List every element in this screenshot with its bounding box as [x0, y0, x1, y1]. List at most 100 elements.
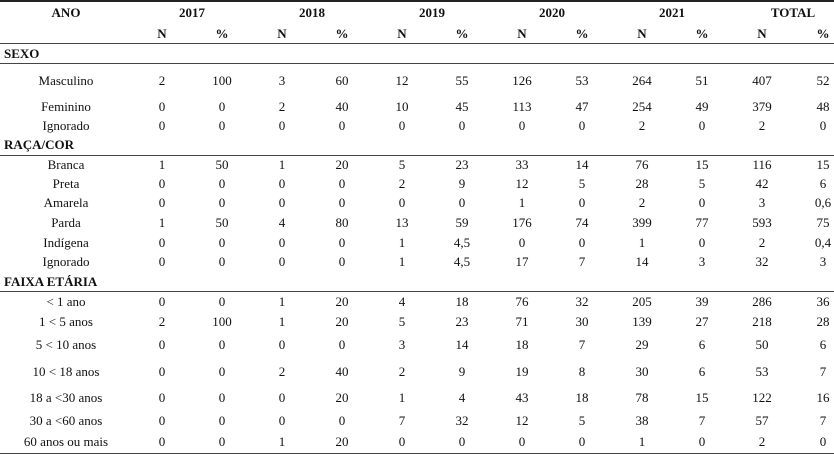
- cell-pct: 7: [578, 254, 586, 269]
- cell-pct: 4,5: [453, 254, 471, 269]
- cell-n: 4: [398, 293, 406, 309]
- header-row-years: ANO 2017 2018 2019 2020 2021 TOTAL: [0, 0, 834, 24]
- cell-pct: 3: [819, 254, 827, 269]
- header-n: N: [132, 24, 192, 44]
- cell-pct: 100: [212, 72, 232, 88]
- cell-pct: 0: [792, 431, 834, 454]
- cell-n: 18: [515, 337, 529, 352]
- header-year: TOTAL: [732, 0, 834, 24]
- cell-pct: 0: [218, 293, 226, 309]
- cell-n: 0: [398, 118, 406, 133]
- cell-pct: 80: [335, 215, 349, 230]
- cell-n: 3: [758, 195, 766, 210]
- cell-pct: 7: [698, 413, 706, 428]
- table-body: ANO 2017 2018 2019 2020 2021 TOTAL N% N% N% N% N% N%…: [0, 0, 834, 454]
- header-n: N: [372, 24, 432, 44]
- cell-n: 0: [158, 234, 166, 250]
- cell-n: 32: [755, 254, 769, 269]
- cell-n: 76: [515, 293, 529, 309]
- cell-n: 1: [612, 431, 672, 454]
- cell-pct: 0: [338, 234, 346, 250]
- cell-pct: 5: [578, 175, 586, 191]
- cell-pct: 3: [698, 254, 706, 269]
- header-pct: %: [312, 24, 372, 44]
- cell-n: 2: [278, 99, 286, 114]
- cell-n: 0: [518, 234, 526, 250]
- cell-pct: 0: [578, 118, 586, 133]
- cell-n: 0: [278, 254, 286, 269]
- cell-pct: 0: [218, 254, 226, 269]
- cell-pct: 0: [578, 195, 586, 210]
- header-blank: [0, 24, 132, 44]
- cell-n: 116: [752, 156, 772, 172]
- row-label: 30 a <60 anos: [29, 413, 103, 428]
- cell-n: 13: [395, 215, 409, 230]
- cell-pct: 14: [455, 337, 469, 352]
- cell-n: 19: [515, 363, 529, 379]
- table-row: Masculino 2 100 3 60 12 55 126 53 264 51 407 52: [0, 64, 834, 98]
- cell-n: 4: [278, 215, 286, 230]
- cell-pct: 4: [458, 390, 466, 405]
- cell-pct: 0: [218, 234, 226, 250]
- cell-n: 0: [372, 431, 432, 454]
- cell-pct: 23: [455, 156, 469, 172]
- cell-n: 1: [278, 314, 286, 329]
- table-row: Branca 1 50 1 20 5 23 33 14 76 15 116 15: [0, 155, 834, 174]
- cell-n: 122: [752, 390, 772, 405]
- cell-n: 53: [755, 363, 769, 379]
- cell-pct: 7: [819, 363, 827, 379]
- cell-pct: 77: [695, 215, 709, 230]
- cell-pct: 40: [335, 363, 349, 379]
- cell-pct: 18: [455, 293, 469, 309]
- cell-n: 5: [398, 156, 406, 172]
- cell-n: 2: [398, 363, 406, 379]
- cell-pct: 0: [338, 337, 346, 352]
- cell-pct: 0: [218, 99, 226, 114]
- cell-pct: 51: [695, 72, 709, 88]
- table-row: Ignorado 0 0 0 0 0 0 0 0 2 0 2 0: [0, 117, 834, 136]
- cell-n: 1: [518, 195, 526, 210]
- cell-pct: 0: [338, 254, 346, 269]
- cell-n: 0: [158, 175, 166, 191]
- cell-pct: 48: [816, 99, 830, 114]
- cell-pct: 50: [215, 215, 229, 230]
- cell-n: 0: [278, 195, 286, 210]
- row-label: Amarela: [43, 195, 89, 210]
- row-label: < 1 ano: [46, 293, 86, 309]
- cell-pct: 100: [212, 314, 232, 329]
- cell-pct: 36: [816, 293, 830, 309]
- cell-n: 0: [158, 195, 166, 210]
- cell-n: 218: [752, 314, 772, 329]
- cell-n: 2: [278, 363, 286, 379]
- cell-pct: 7: [819, 413, 827, 428]
- cell-pct: 6: [819, 337, 827, 352]
- cell-pct: 52: [816, 72, 830, 88]
- header-n: N: [612, 24, 672, 44]
- data-table: ANO 2017 2018 2019 2020 2021 TOTAL N% N% N% N% N% N%…: [0, 0, 834, 454]
- cell-n: 139: [632, 314, 652, 329]
- cell-pct: 20: [312, 431, 372, 454]
- cell-pct: 9: [458, 175, 466, 191]
- cell-pct: 32: [455, 413, 469, 428]
- cell-n: 264: [632, 72, 652, 88]
- row-label: 10 < 18 anos: [32, 363, 100, 379]
- cell-n: 0: [158, 293, 166, 309]
- cell-n: 43: [515, 390, 529, 405]
- row-label: Preta: [52, 175, 80, 191]
- row-label: Indígena: [43, 234, 89, 250]
- row-label: 18 a <30 anos: [29, 390, 103, 405]
- cell-n: 205: [632, 293, 652, 309]
- cell-n: 1: [158, 156, 166, 172]
- cell-pct: 0: [552, 431, 612, 454]
- cell-pct: 6: [819, 175, 827, 191]
- header-pct: %: [192, 24, 252, 44]
- cell-n: 1: [398, 234, 406, 250]
- cell-n: 50: [755, 337, 769, 352]
- cell-pct: 0: [578, 234, 586, 250]
- section-title: FAIXA ETÁRIA: [0, 272, 834, 292]
- cell-n: 0: [278, 234, 286, 250]
- row-label: 5 < 10 anos: [35, 337, 97, 352]
- cell-n: 2: [158, 72, 166, 88]
- cell-n: 57: [755, 413, 769, 428]
